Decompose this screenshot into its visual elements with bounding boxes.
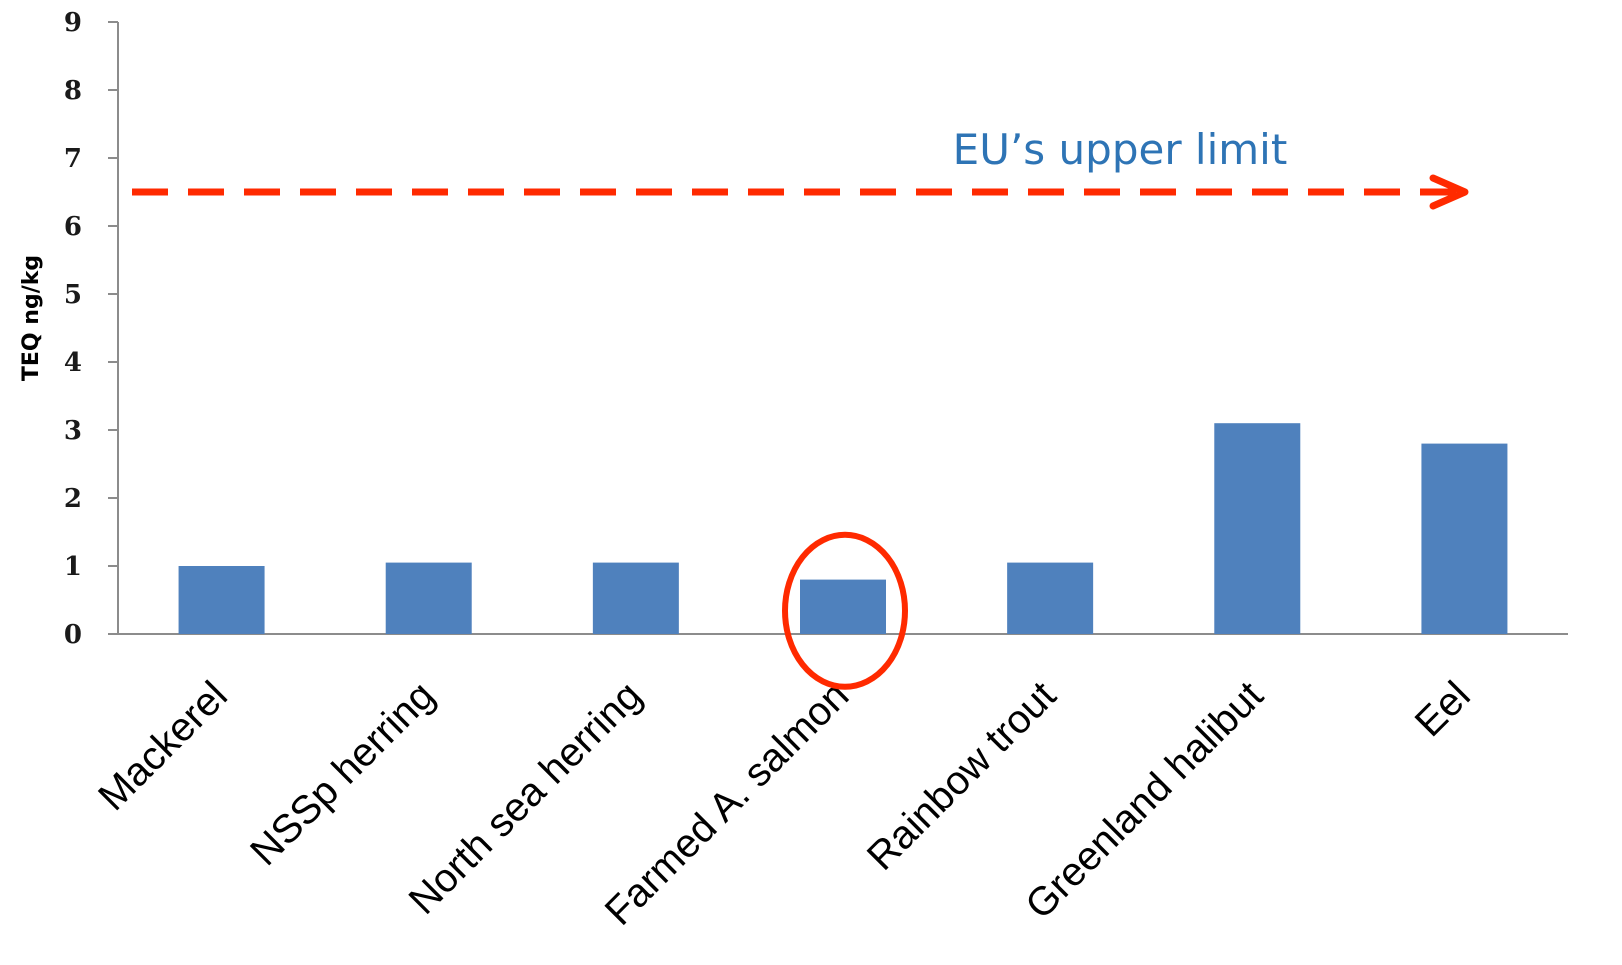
y-tick-label: 8 (64, 76, 82, 106)
y-tick-label: 0 (64, 620, 82, 650)
highlight-circle (782, 531, 908, 690)
eu-limit-arrowhead (1429, 174, 1469, 210)
bar (1007, 562, 1094, 634)
y-tick-label: 6 (64, 212, 82, 242)
x-tick-label: Mackerel (90, 673, 236, 819)
y-axis-title: TEQ ng/kg (19, 255, 44, 381)
y-tick-label: 9 (64, 8, 82, 38)
bar (1421, 443, 1508, 634)
reference-line-group: EU’s upper limit (132, 125, 1469, 690)
x-tick-label: NSSp herring (242, 673, 443, 874)
x-tick-label: Eel (1407, 673, 1479, 745)
bar (800, 579, 886, 634)
x-tick-label: Rainbow trout (859, 673, 1065, 879)
y-tick-label: 2 (64, 484, 82, 514)
y-tick-label: 1 (64, 552, 82, 582)
y-tick-label: 7 (64, 144, 82, 174)
bars (178, 423, 1508, 634)
bar (1214, 423, 1301, 634)
eu-limit-label: EU’s upper limit (953, 125, 1288, 174)
bar (592, 562, 679, 634)
y-tick-label: 3 (64, 416, 82, 446)
y-tick-label: 5 (64, 280, 82, 310)
y-axis: 0 1 2 3 4 5 6 7 8 9 (64, 8, 1568, 650)
y-tick-label: 4 (64, 348, 82, 378)
bar (385, 562, 472, 634)
bar (178, 566, 265, 634)
